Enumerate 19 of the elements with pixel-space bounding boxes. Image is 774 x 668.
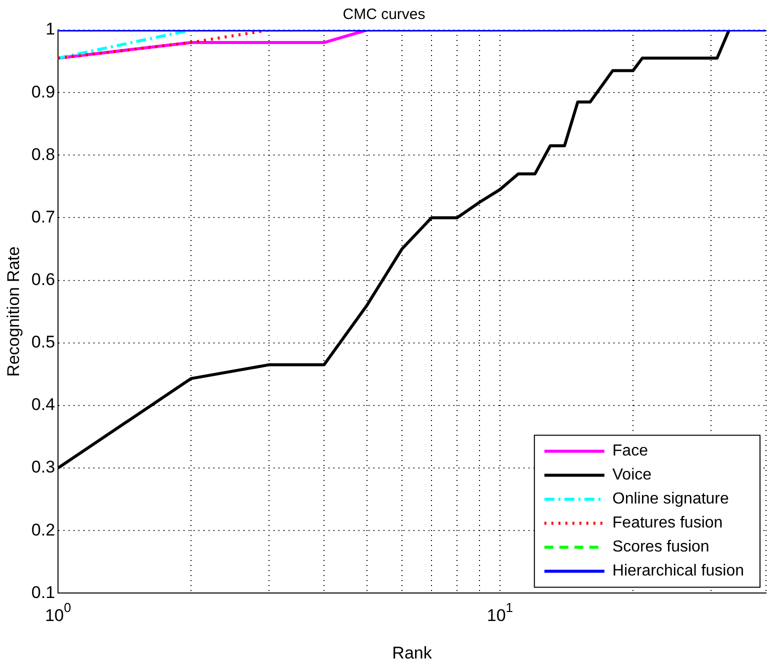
legend-label: Hierarchical fusion bbox=[612, 562, 744, 580]
y-tick-label: 0.8 bbox=[31, 144, 56, 164]
y-axis-title: Recognition Rate bbox=[4, 246, 23, 377]
legend-label: Voice bbox=[612, 466, 652, 484]
chart-title: CMC curves bbox=[342, 6, 426, 24]
y-tick-label: 0.9 bbox=[31, 82, 56, 102]
y-tick-label: 0.1 bbox=[31, 582, 56, 602]
legend-label: Scores fusion bbox=[612, 538, 710, 556]
legend-label: Features fusion bbox=[612, 514, 723, 532]
y-tick-label: 1 bbox=[46, 20, 56, 39]
y-tick-label: 0.3 bbox=[31, 458, 56, 477]
y-tick-label: 0.2 bbox=[31, 520, 56, 540]
y-tick-label: 0.6 bbox=[31, 270, 56, 289]
y-tick-label: 0.5 bbox=[31, 332, 56, 352]
y-tick-label: 0.4 bbox=[31, 395, 56, 414]
legend-label: Online signature bbox=[612, 490, 730, 508]
legend-label: Face bbox=[612, 442, 648, 460]
y-tick-label: 0.7 bbox=[31, 207, 56, 226]
x-axis-title: Rank bbox=[392, 643, 432, 662]
